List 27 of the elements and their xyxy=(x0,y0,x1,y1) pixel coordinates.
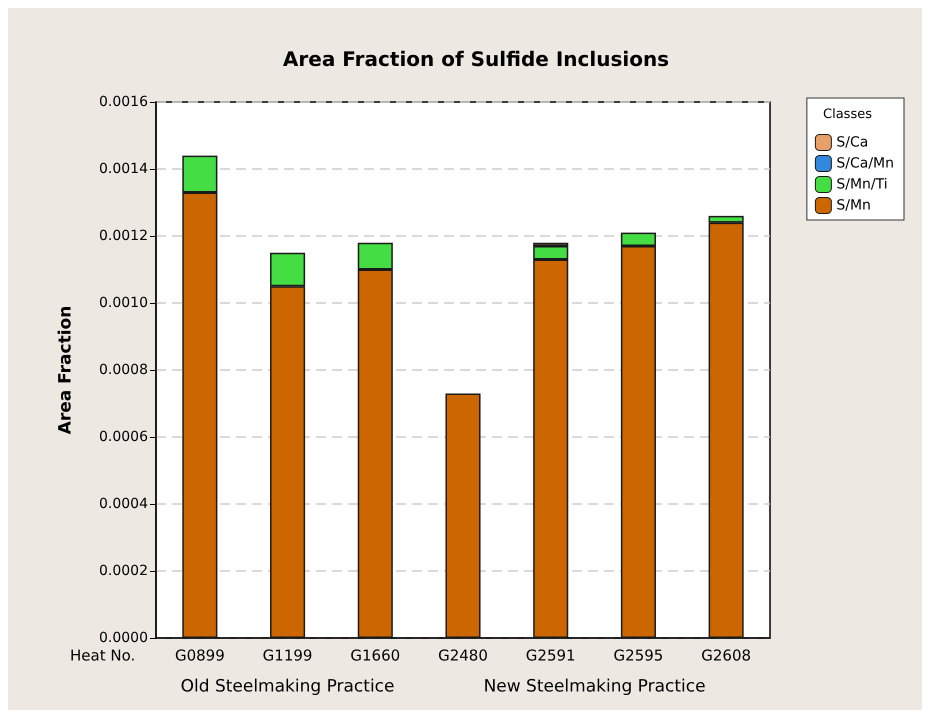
text: New Steelmaking Practice xyxy=(484,676,706,696)
x-tick-label: G2480 xyxy=(438,646,488,664)
y-tick-label: 0.0016 xyxy=(99,94,148,110)
y-tick-label: 0.0014 xyxy=(99,161,148,177)
y-axis-title: Area Fraction xyxy=(56,306,76,434)
text: Old Steelmaking Practice xyxy=(180,676,394,696)
y-tick-label: 0.0008 xyxy=(99,362,148,378)
x-tick-label: G2595 xyxy=(614,646,664,664)
legend-label: S/Ca/Mn xyxy=(836,156,894,172)
y-tick-label: 0.0000 xyxy=(99,630,148,646)
x-tick-label: G2591 xyxy=(526,646,576,664)
x-tick-label: G1199 xyxy=(262,646,312,664)
x-tick-label: G2608 xyxy=(701,646,752,664)
y-tick-label: 0.0006 xyxy=(99,429,148,445)
x-tick-label: G1660 xyxy=(350,646,400,664)
chart-title: Area Fraction of Sulfide Inclusions xyxy=(282,47,670,71)
legend-label: S/Ca xyxy=(836,134,868,150)
legend-title: Classes xyxy=(823,107,872,122)
y-tick-label: 0.0012 xyxy=(99,228,148,244)
y-tick-label: 0.0004 xyxy=(99,496,148,512)
x-axis-title: Heat No. xyxy=(70,646,136,664)
bar xyxy=(445,393,481,638)
y-tick-label: 0.0010 xyxy=(99,295,148,311)
x-tick-label: G0899 xyxy=(174,646,225,664)
legend-label: S/Mn xyxy=(836,198,871,214)
legend-label: S/Mn/Ti xyxy=(836,176,888,192)
y-tick-label: 0.0002 xyxy=(99,563,148,579)
